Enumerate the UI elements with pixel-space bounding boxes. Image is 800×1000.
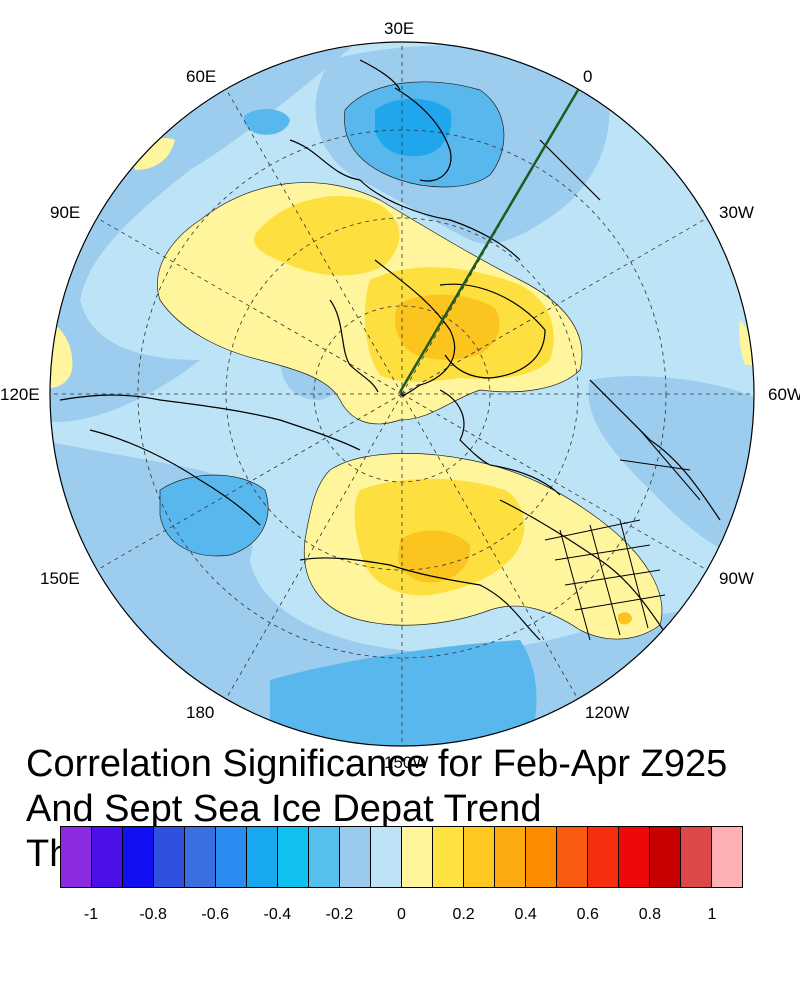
state-boundary: [559, 529, 591, 641]
state-boundary: [619, 459, 691, 471]
meridian-180: [225, 393, 403, 700]
colorbar-box: [154, 827, 185, 887]
colorbar-tick-label: 0.8: [638, 906, 661, 923]
coastline-siberia: [59, 394, 361, 451]
state-boundary: [554, 544, 651, 561]
contour-band-yellow-arctic-west: [254, 196, 400, 276]
colorbar-tick-label: -0.6: [201, 906, 230, 923]
contour-band-blue-spot: [243, 108, 290, 135]
colorbar-box: [123, 827, 154, 887]
contour-lines: [157, 81, 663, 640]
state-boundaries: [544, 429, 701, 641]
colorbar-box: [681, 827, 712, 887]
colorbar: [60, 826, 743, 888]
meridian-60e: [225, 88, 403, 395]
colorbar-tick-label: 0.4: [514, 906, 537, 923]
lon-label-30w: 30W: [719, 203, 754, 222]
colorbar-box: [464, 827, 495, 887]
colorbar-tick-label: 1: [707, 906, 717, 923]
colorbar-box: [216, 827, 247, 887]
meridian-120w: [401, 393, 579, 700]
colorbar-box: [371, 827, 402, 887]
contour-line-zero: [303, 453, 663, 640]
colorbar-box: [495, 827, 526, 887]
colorbar-box: [185, 827, 216, 887]
colorbar-labels: -1 -0.8 -0.6 -0.4 -0.2 0 0.2 0.4 0.6 0.8 1: [0, 906, 800, 928]
lon-label-180: 180: [186, 703, 214, 722]
coastline-novaya-zemlya: [329, 299, 379, 393]
coastline-scandinavia: [394, 87, 452, 182]
colorbar-box: [278, 827, 309, 887]
contour-band-orange-spot: [618, 612, 632, 625]
colorbar-box: [650, 827, 681, 887]
coastline-far-east: [89, 429, 261, 526]
state-boundary: [564, 569, 661, 586]
contour-band-orange-alaska: [398, 530, 471, 583]
coastline-arctic-archipelago: [439, 389, 561, 496]
coastline-svalbard: [374, 259, 456, 397]
transect-line: [398, 89, 580, 393]
colorbar-box: [247, 827, 278, 887]
coastline-baltic: [359, 59, 401, 91]
state-boundary: [589, 524, 621, 636]
coastline-hudson-bay: [589, 379, 721, 521]
lon-label-150e: 150E: [40, 569, 80, 588]
state-boundary: [544, 519, 641, 541]
colorbar-box: [526, 827, 557, 887]
state-boundary: [574, 594, 666, 611]
lon-label-60w: 60W: [768, 385, 800, 404]
contour-field: [50, 42, 754, 746]
colorbar-box: [309, 827, 340, 887]
coastlines: [59, 59, 721, 641]
colorbar-tick-label: -1: [83, 906, 99, 923]
contour-line-negative: [159, 474, 269, 557]
contour-band-blue-pacific: [270, 640, 537, 746]
coastline-europe: [289, 139, 521, 261]
contour-band-deep-blue: [375, 98, 452, 157]
colorbar-box: [433, 827, 464, 887]
colorbar-box: [588, 827, 619, 887]
meridian-150e: [96, 393, 403, 571]
coastline-alaska: [299, 557, 541, 641]
contour-band-orange-greenland: [395, 294, 500, 360]
colorbar-tick-label: -0.8: [139, 906, 167, 923]
coastline-greenland: [439, 283, 546, 379]
colorbar-box: [712, 827, 742, 887]
state-boundary: [639, 429, 701, 501]
colorbar-tick-label: 0.2: [452, 906, 475, 923]
contour-line-zero: [157, 182, 583, 425]
map-border: [49, 41, 755, 747]
lon-label-90e: 90E: [50, 203, 80, 222]
lon-label-120w: 120W: [585, 703, 629, 722]
colorbar-tick-label: -0.2: [325, 906, 354, 923]
colorbar-box: [619, 827, 650, 887]
colorbar-box: [557, 827, 588, 887]
lon-label-0: 0: [583, 67, 592, 86]
figure-title-line-1: Correlation Significance for Feb-Apr Z92…: [26, 743, 728, 785]
longitude-labels: 30E 0 30W 60W 90W 120W 150W 180 150E 120…: [0, 19, 800, 772]
contour-band-blue-siberia: [160, 475, 269, 556]
colorbar-box: [92, 827, 123, 887]
contour-line-negative: [344, 81, 505, 188]
colorbar-tick-label: 0: [397, 906, 406, 923]
state-boundary: [619, 519, 649, 629]
lon-label-60e: 60E: [186, 67, 216, 86]
lon-label-150w: 150W: [384, 753, 428, 772]
lon-label-90w: 90W: [719, 569, 754, 588]
meridian-90w: [401, 393, 708, 571]
colorbar-box: [340, 827, 371, 887]
colorbar-box: [61, 827, 92, 887]
figure-title-line-2: And Sept Sea Ice Depat Trend: [26, 788, 542, 830]
contour-band-light-yellow-east-edge: [739, 320, 754, 365]
contour-band-light-yellow-west-edge: [50, 320, 73, 389]
lon-label-30e: 30E: [384, 19, 414, 38]
lon-label-120e: 120E: [0, 385, 40, 404]
colorbar-tick-label: 0.6: [576, 906, 599, 923]
colorbar-box: [402, 827, 433, 887]
colorbar-tick-label: -0.4: [263, 906, 292, 923]
meridian-90e: [96, 217, 403, 395]
